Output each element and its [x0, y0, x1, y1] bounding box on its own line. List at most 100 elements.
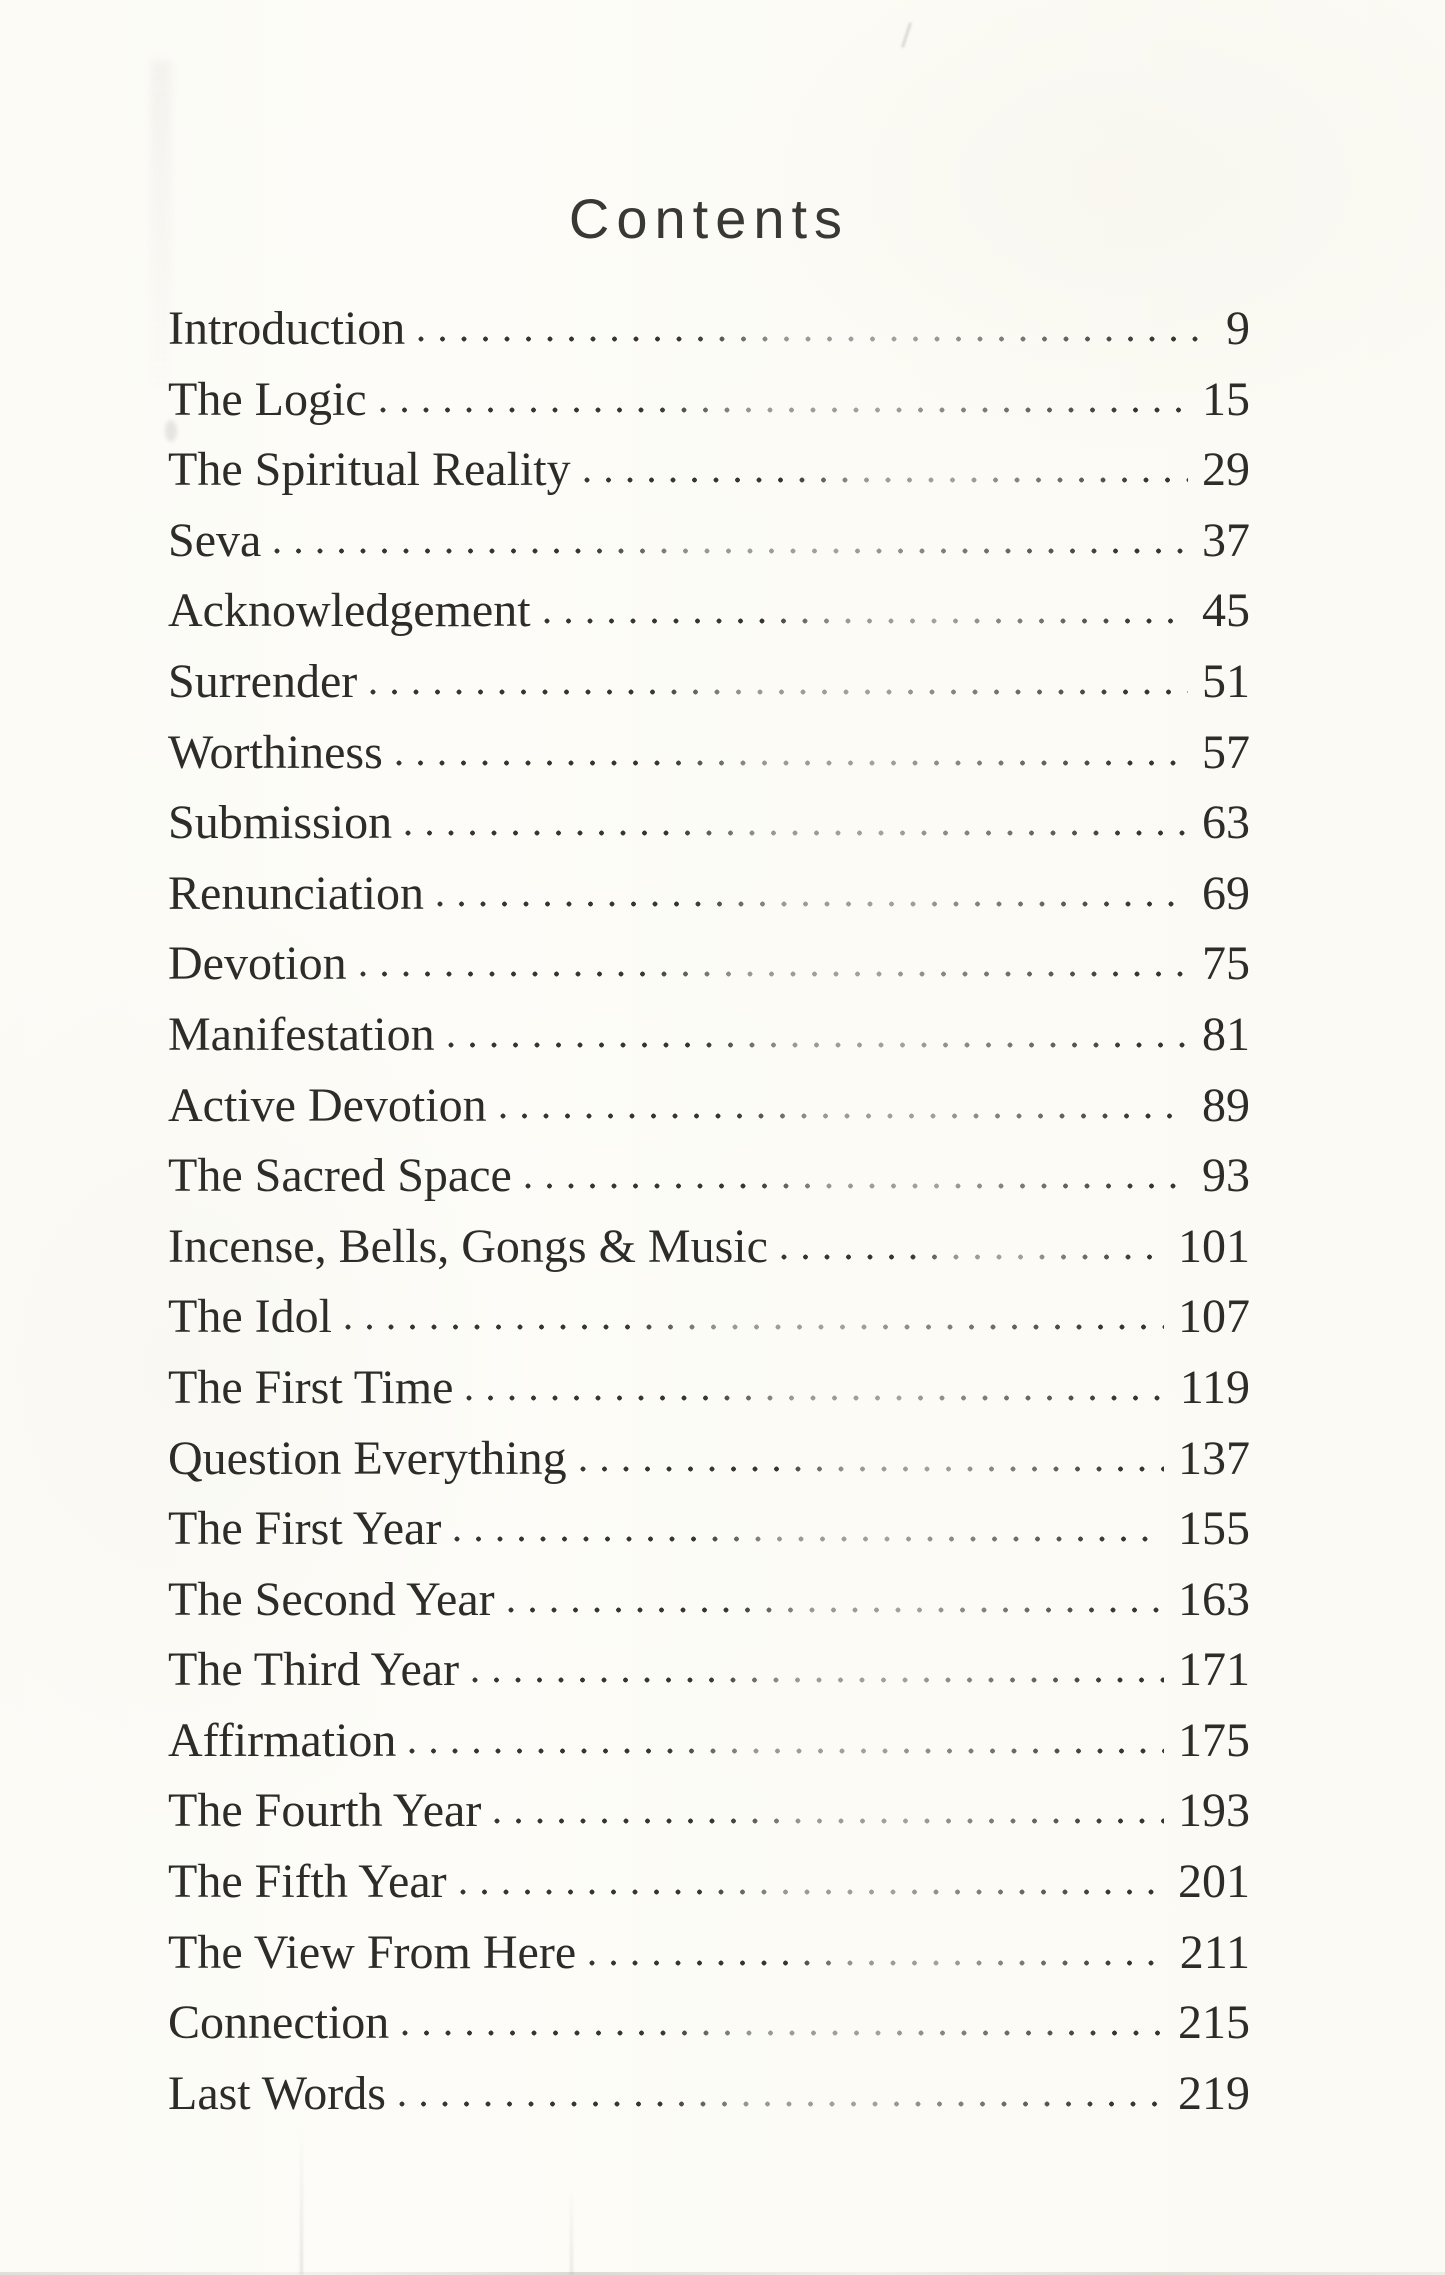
toc-row: The First Year 155	[168, 1494, 1250, 1565]
dot-leader	[446, 1039, 1188, 1050]
toc-entry-page-number: 81	[1202, 1007, 1250, 1061]
toc-row: The Idol 107	[168, 1282, 1250, 1353]
toc-entry-label: Last Words	[168, 2066, 386, 2120]
toc-row: The Third Year 171	[168, 1635, 1250, 1706]
toc-entry-label: The Second Year	[168, 1572, 495, 1626]
dot-leader	[458, 1887, 1164, 1898]
dot-leader	[417, 334, 1212, 344]
toc-row: Submission 63	[168, 788, 1250, 859]
dot-leader	[343, 1322, 1164, 1333]
paper-crease	[300, 2125, 303, 2275]
dot-leader	[394, 757, 1188, 768]
toc-entry-label: Incense, Bells, Gongs & Music	[168, 1219, 768, 1273]
toc-entry-page-number: 29	[1202, 443, 1250, 497]
toc-row: Affirmation 175	[168, 1706, 1250, 1777]
toc-entry-page-number: 119	[1179, 1360, 1250, 1414]
toc-entry-page-number: 101	[1178, 1219, 1250, 1273]
toc-entry-page-number: 193	[1178, 1784, 1250, 1838]
scan-tick-mark	[901, 22, 912, 48]
toc-entry-page-number: 63	[1202, 796, 1250, 850]
toc-row: Introduction 9	[168, 294, 1250, 365]
toc-entry-page-number: 89	[1202, 1078, 1250, 1132]
toc-row: Devotion 75	[168, 929, 1250, 1000]
toc-entry-label: Manifestation	[168, 1007, 435, 1061]
dot-leader	[408, 1745, 1164, 1756]
toc-row: Active Devotion 89	[168, 1071, 1250, 1142]
toc-row: The Second Year 163	[168, 1565, 1250, 1636]
toc-entry-page-number: 155	[1178, 1502, 1250, 1556]
toc-row: Renunciation 69	[168, 859, 1250, 930]
toc-row: The Sacred Space 93	[168, 1141, 1250, 1212]
dot-leader	[779, 1251, 1164, 1262]
dot-leader	[588, 1957, 1166, 1968]
toc-row: The Fourth Year 193	[168, 1776, 1250, 1847]
toc-entry-page-number: 45	[1202, 584, 1250, 638]
toc-entry-label: The First Year	[168, 1502, 442, 1556]
dot-leader	[397, 2098, 1164, 2109]
toc-entry-label: The Fifth Year	[168, 1855, 447, 1909]
dot-leader	[493, 1816, 1164, 1827]
toc-entry-label: The Third Year	[168, 1643, 460, 1697]
toc-entry-label: Active Devotion	[168, 1078, 487, 1132]
toc-entry-label: Devotion	[168, 937, 347, 991]
toc-row: Last Words 219	[168, 2059, 1250, 2130]
toc-row: Connection 215	[168, 1988, 1250, 2059]
toc-row: The Spiritual Reality 29	[168, 435, 1250, 506]
toc-row: Question Everything 137	[168, 1424, 1250, 1495]
toc-entry-page-number: 57	[1202, 725, 1250, 779]
toc-entry-page-number: 15	[1202, 372, 1250, 426]
toc-row: Manifestation 81	[168, 1000, 1250, 1071]
paper-crease	[570, 2185, 573, 2275]
toc-row: Worthiness 57	[168, 718, 1250, 789]
dot-leader	[498, 1110, 1188, 1121]
table-of-contents: Introduction 9 The Logic 15 The Spiritua…	[168, 294, 1250, 2129]
toc-entry-label: The View From Here	[168, 1925, 577, 1979]
toc-row: The View From Here 211	[168, 1918, 1250, 1989]
toc-entry-label: Surrender	[168, 654, 358, 708]
toc-entry-page-number: 163	[1178, 1572, 1250, 1626]
dot-leader	[523, 1181, 1188, 1192]
toc-entry-label: The Idol	[168, 1290, 332, 1344]
toc-entry-page-number: 69	[1202, 866, 1250, 920]
toc-row: Seva 37	[168, 506, 1250, 577]
dot-leader	[273, 545, 1188, 556]
toc-entry-label: The Sacred Space	[168, 1149, 512, 1203]
toc-entry-label: The First Time	[168, 1360, 454, 1414]
page-title: Contents	[568, 187, 850, 250]
dot-leader	[453, 1534, 1164, 1545]
toc-entry-page-number: 51	[1202, 654, 1250, 708]
dot-leader	[582, 475, 1188, 486]
toc-row: The Fifth Year 201	[168, 1847, 1250, 1918]
toc-entry-page-number: 75	[1202, 937, 1250, 991]
dot-leader	[465, 1392, 1166, 1403]
toc-entry-label: Question Everything	[168, 1431, 567, 1485]
toc-row: The Logic 15	[168, 365, 1250, 436]
toc-entry-label: Seva	[168, 513, 262, 567]
dot-leader	[506, 1604, 1164, 1615]
toc-entry-label: Connection	[168, 1996, 390, 2050]
toc-entry-page-number: 171	[1178, 1643, 1250, 1697]
dot-leader	[404, 828, 1188, 839]
toc-entry-label: Acknowledgement	[168, 584, 531, 638]
toc-entry-label: Affirmation	[168, 1713, 397, 1767]
toc-row: Acknowledgement 45	[168, 576, 1250, 647]
toc-row: The First Time 119	[168, 1353, 1250, 1424]
dot-leader	[378, 404, 1188, 415]
toc-entry-label: The Fourth Year	[168, 1784, 482, 1838]
toc-entry-page-number: 201	[1178, 1855, 1250, 1909]
toc-row: Incense, Bells, Gongs & Music 101	[168, 1212, 1250, 1283]
dot-leader	[358, 969, 1188, 980]
dot-leader	[369, 686, 1188, 697]
dot-leader	[471, 1675, 1164, 1686]
dot-leader	[401, 2028, 1164, 2039]
dot-leader	[578, 1463, 1164, 1474]
toc-row: Surrender 51	[168, 647, 1250, 718]
toc-entry-page-number: 93	[1202, 1149, 1250, 1203]
toc-entry-page-number: 175	[1178, 1713, 1250, 1767]
toc-entry-label: The Logic	[168, 372, 367, 426]
dot-leader	[542, 616, 1188, 627]
toc-entry-label: Worthiness	[168, 725, 383, 779]
dot-leader	[435, 898, 1188, 909]
toc-entry-page-number: 107	[1178, 1290, 1250, 1344]
